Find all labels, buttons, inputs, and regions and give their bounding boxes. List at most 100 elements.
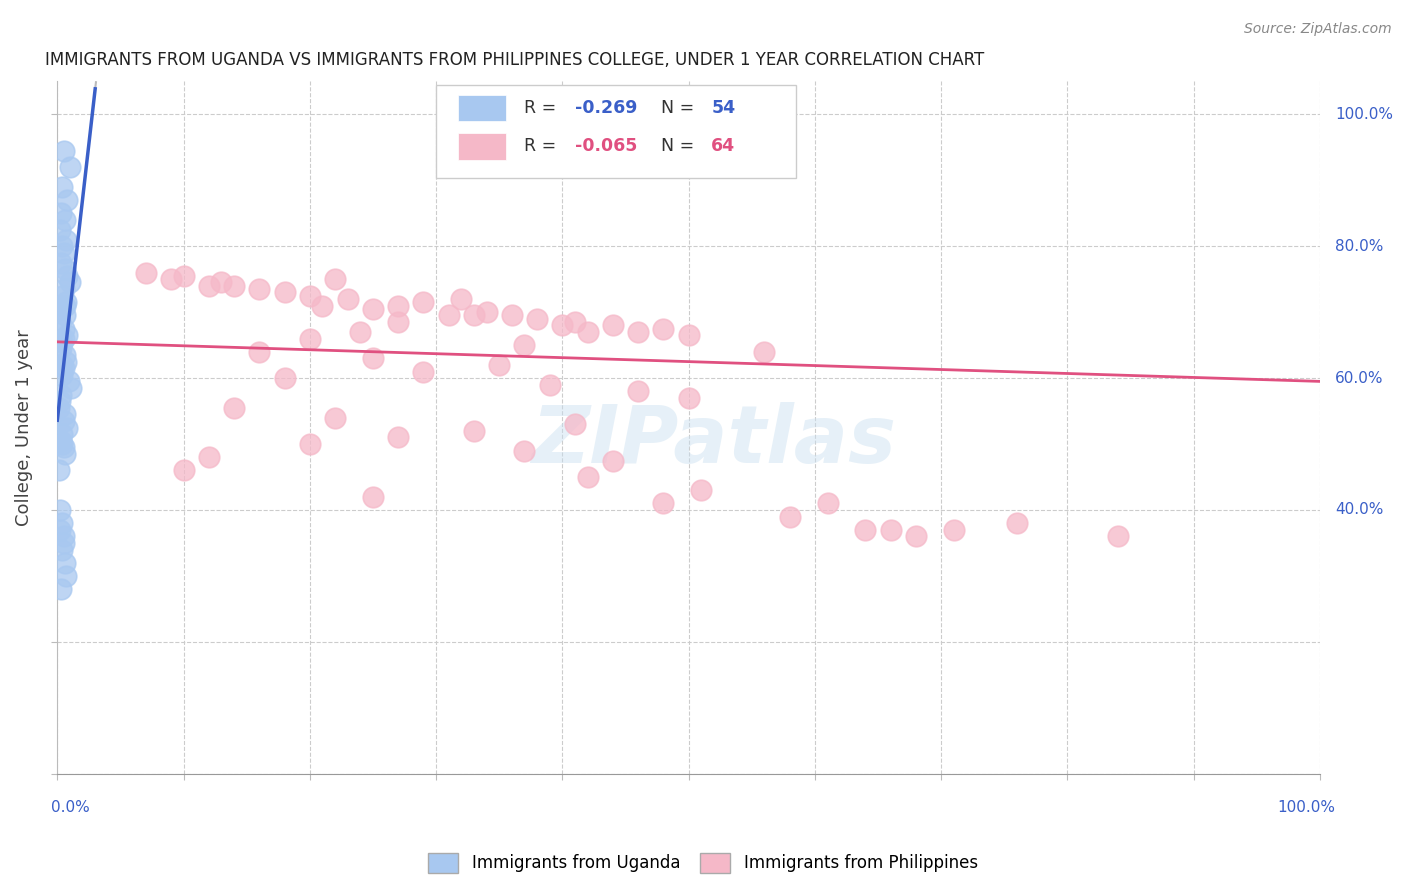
Point: [49, 342, 72, 356]
Point: [298, 437, 321, 451]
Point: [135, 266, 157, 280]
Point: [602, 453, 624, 467]
Point: [412, 295, 434, 310]
Text: 100.0%: 100.0%: [1336, 107, 1393, 122]
Point: [387, 315, 409, 329]
Point: [652, 496, 675, 510]
Point: [56, 193, 79, 207]
Point: [51, 516, 73, 531]
Point: [51, 368, 73, 382]
Point: [513, 443, 536, 458]
Text: -0.269: -0.269: [575, 99, 637, 117]
Point: [52, 321, 75, 335]
Point: [49, 301, 72, 316]
Point: [51, 179, 73, 194]
Text: 40.0%: 40.0%: [1336, 502, 1384, 517]
Text: N =: N =: [661, 137, 700, 155]
Point: [52, 245, 75, 260]
Point: [387, 430, 409, 444]
Point: [53, 299, 76, 313]
Point: [273, 371, 295, 385]
Point: [52, 282, 75, 296]
Point: [49, 387, 72, 401]
Point: [48, 401, 70, 415]
Point: [576, 470, 599, 484]
Point: [361, 490, 384, 504]
Point: [56, 268, 79, 283]
Text: 60.0%: 60.0%: [1336, 370, 1384, 385]
Point: [1005, 516, 1028, 531]
Point: [160, 272, 183, 286]
Point: [463, 424, 485, 438]
Point: [652, 321, 675, 335]
Point: [51, 542, 73, 557]
Point: [627, 384, 650, 399]
FancyBboxPatch shape: [436, 85, 796, 178]
Point: [879, 523, 901, 537]
Point: [49, 503, 72, 517]
Point: [51, 358, 73, 372]
Point: [53, 348, 76, 362]
Point: [576, 325, 599, 339]
Text: N =: N =: [661, 99, 700, 117]
Point: [853, 523, 876, 537]
Point: [273, 285, 295, 300]
Point: [55, 295, 77, 310]
Text: Source: ZipAtlas.com: Source: ZipAtlas.com: [1244, 22, 1392, 37]
Point: [728, 114, 751, 128]
Point: [52, 332, 75, 346]
Point: [475, 305, 498, 319]
Text: 80.0%: 80.0%: [1336, 239, 1384, 253]
Point: [53, 262, 76, 277]
Point: [56, 420, 79, 434]
Point: [51, 427, 73, 442]
Point: [49, 315, 72, 329]
Point: [488, 358, 510, 372]
Point: [942, 523, 965, 537]
Point: [817, 496, 839, 510]
Point: [501, 309, 523, 323]
Point: [59, 276, 82, 290]
Point: [564, 315, 586, 329]
Point: [564, 417, 586, 432]
Point: [387, 299, 409, 313]
Point: [49, 582, 72, 596]
Text: R =: R =: [524, 99, 562, 117]
Y-axis label: College, Under 1 year: College, Under 1 year: [15, 329, 32, 526]
Point: [51, 437, 73, 451]
Point: [904, 529, 927, 543]
Point: [678, 328, 700, 343]
Point: [551, 318, 574, 333]
Point: [298, 288, 321, 302]
Point: [690, 483, 713, 498]
Point: [526, 311, 548, 326]
Point: [49, 256, 72, 270]
Point: [60, 381, 83, 395]
Point: [49, 223, 72, 237]
Point: [222, 401, 245, 415]
Point: [336, 292, 359, 306]
Point: [412, 364, 434, 378]
Point: [49, 394, 72, 409]
Point: [55, 354, 77, 368]
Text: 0.0%: 0.0%: [51, 800, 90, 815]
Point: [49, 523, 72, 537]
Point: [52, 361, 75, 376]
FancyBboxPatch shape: [457, 95, 506, 120]
Point: [1107, 529, 1129, 543]
Point: [53, 556, 76, 570]
Point: [52, 529, 75, 543]
Point: [323, 410, 346, 425]
Text: 64: 64: [711, 137, 735, 155]
Text: IMMIGRANTS FROM UGANDA VS IMMIGRANTS FROM PHILIPPINES COLLEGE, UNDER 1 YEAR CORR: IMMIGRANTS FROM UGANDA VS IMMIGRANTS FRO…: [45, 51, 984, 69]
Point: [56, 328, 79, 343]
Point: [627, 325, 650, 339]
Point: [678, 391, 700, 405]
Point: [49, 434, 72, 448]
Point: [463, 309, 485, 323]
Point: [513, 338, 536, 352]
Point: [59, 160, 82, 174]
Point: [247, 344, 270, 359]
Point: [198, 278, 221, 293]
Point: [55, 233, 77, 247]
